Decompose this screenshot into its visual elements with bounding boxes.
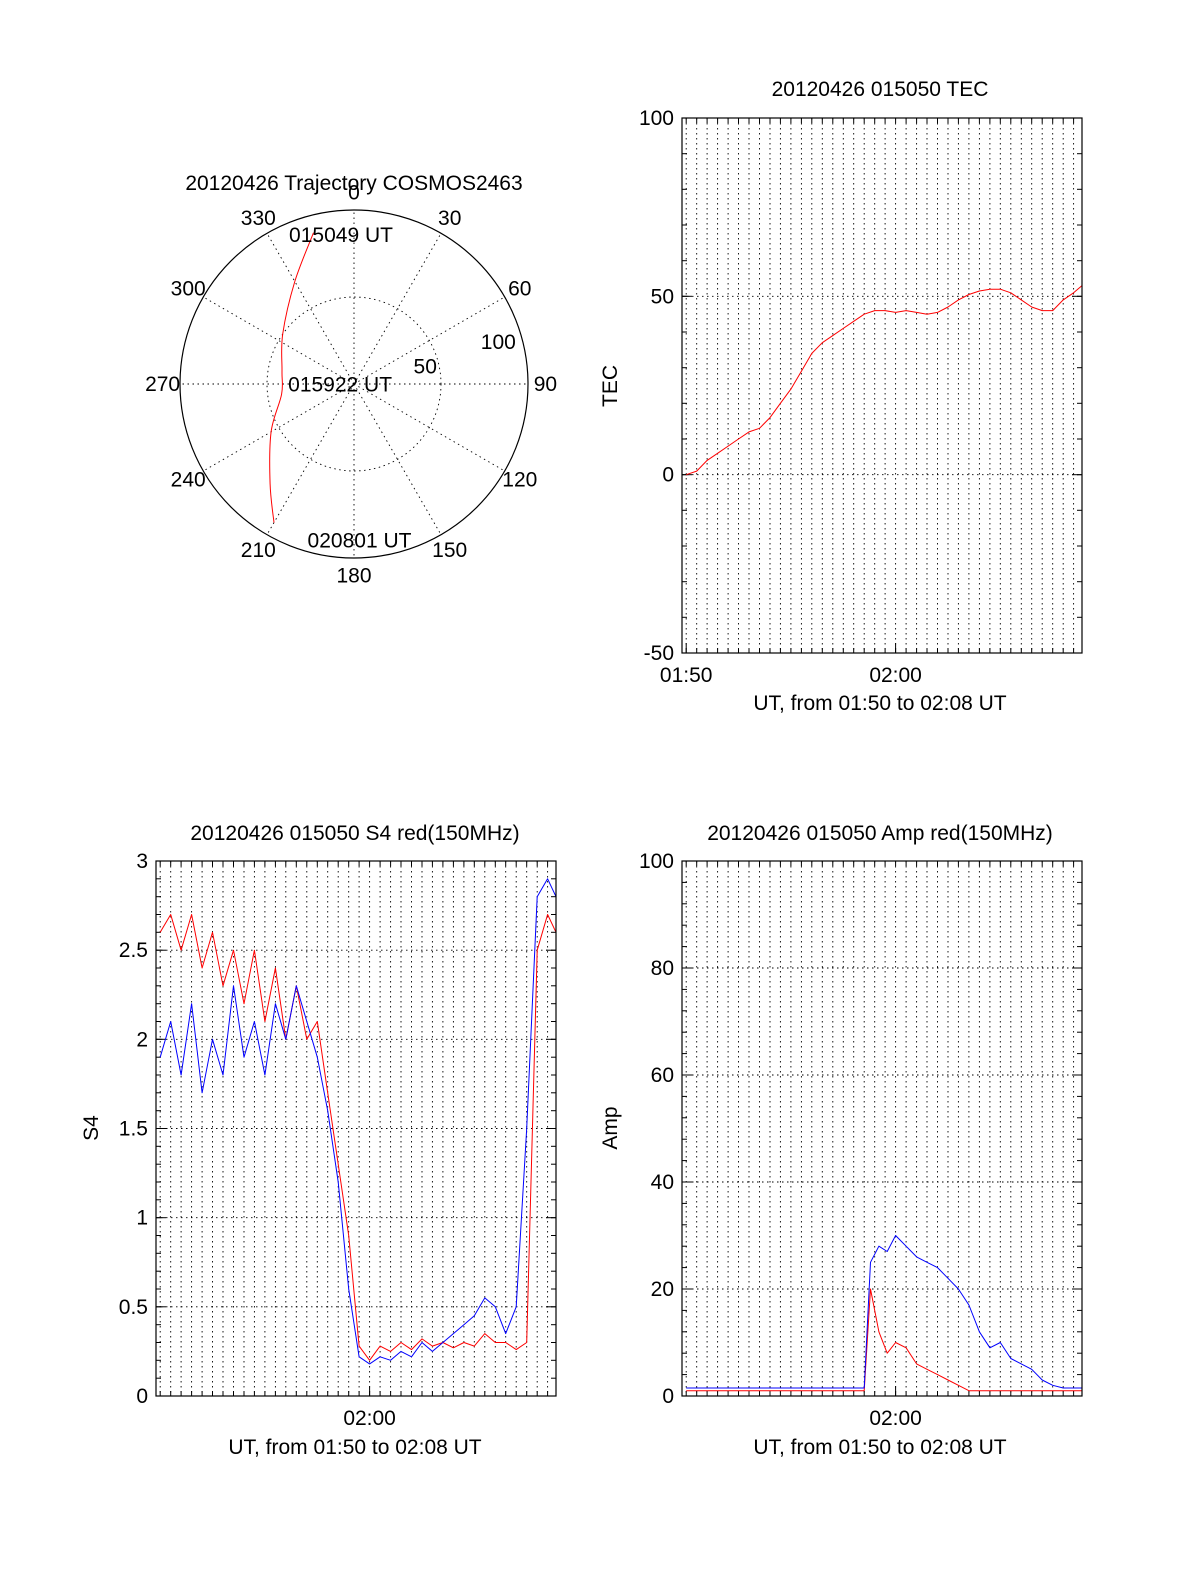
tec-x-axis-label: UT, from 01:50 to 02:08 UT [753, 692, 1006, 715]
polar-angle-label-270: 270 [145, 373, 180, 396]
y-tick-label: -50 [644, 642, 674, 665]
x-tick-label: 02:00 [343, 1407, 396, 1430]
series-line-red [686, 285, 1082, 476]
trajectory-time-label-1: 015922 UT [288, 374, 392, 397]
y-tick-label: 80 [651, 957, 674, 980]
trajectory-track-line [269, 232, 314, 523]
y-tick-label: 2.5 [119, 939, 148, 962]
polar-outer-circle [179, 209, 529, 559]
polar-angle-label-120: 120 [502, 469, 537, 492]
polar-angle-label-330: 330 [241, 207, 276, 230]
amp-chart: 20120426 015050 Amp red(150MHz) UT, from… [599, 822, 1083, 1459]
y-tick-label: 40 [651, 1171, 674, 1194]
polar-angle-label-0: 0 [348, 182, 360, 205]
polar-spoke-60 [353, 296, 505, 385]
polar-spoke-120 [353, 383, 505, 472]
plot-frame [155, 860, 557, 1397]
polar-spoke-330 [266, 233, 355, 385]
y-tick-label: 0 [662, 1385, 674, 1408]
polar-angle-label-150: 150 [432, 539, 467, 562]
tec-y-axis-label: TEC [599, 365, 622, 407]
x-tick-label: 02:00 [869, 664, 922, 687]
y-tick-label: 1.5 [119, 1118, 148, 1141]
amp-y-axis-label: Amp [599, 1106, 622, 1149]
series-line-blue [686, 1235, 1082, 1389]
s4-title: 20120426 015050 S4 red(150MHz) [190, 822, 519, 845]
polar-angle-label-90: 90 [534, 373, 557, 396]
polar-angle-label-60: 60 [508, 277, 531, 300]
trajectory-title: 20120426 Trajectory COSMOS2463 [185, 172, 522, 195]
amp-x-axis-label: UT, from 01:50 to 02:08 UT [753, 1436, 1006, 1459]
polar-ring-50 [266, 296, 442, 472]
s4-x-axis-label: UT, from 01:50 to 02:08 UT [228, 1436, 481, 1459]
polar-radial-label-50: 50 [414, 356, 437, 379]
polar-spoke-240 [203, 383, 355, 472]
tec-chart: 20120426 015050 TEC UT, from 01:50 to 02… [599, 78, 1083, 715]
trajectory-time-label-2: 020801 UT [308, 530, 412, 553]
polar-angle-label-210: 210 [241, 539, 276, 562]
tec-title: 20120426 015050 TEC [772, 78, 989, 101]
y-tick-label: 0 [136, 1385, 148, 1408]
y-tick-label: 0.5 [119, 1296, 148, 1319]
y-tick-label: 0 [662, 464, 674, 487]
s4-y-axis-label: S4 [80, 1115, 103, 1141]
y-tick-label: 1 [136, 1207, 148, 1230]
amp-title: 20120426 015050 Amp red(150MHz) [707, 822, 1053, 845]
s4-chart: 20120426 015050 S4 red(150MHz) UT, from … [80, 822, 557, 1459]
series-line-red [159, 914, 556, 1361]
polar-spoke-300 [203, 296, 355, 385]
polar-angle-label-180: 180 [336, 564, 371, 587]
x-tick-label: 02:00 [869, 1407, 922, 1430]
polar-angle-label-300: 300 [171, 277, 206, 300]
trajectory-time-label-0: 015049 UT [289, 224, 393, 247]
trajectory-polar-plot: 20120426 Trajectory COSMOS2463 0 30 60 90 12… [145, 172, 557, 587]
y-tick-label: 100 [639, 107, 674, 130]
polar-radial-label-100: 100 [481, 331, 516, 354]
polar-spoke-210 [266, 383, 355, 535]
series-line-blue [159, 878, 556, 1365]
polar-angle-label-240: 240 [171, 469, 206, 492]
plot-frame [681, 860, 1083, 1397]
plot-frame [681, 117, 1083, 654]
y-tick-label: 100 [639, 850, 674, 873]
y-tick-label: 50 [651, 285, 674, 308]
polar-spoke-30 [353, 233, 442, 385]
series-line-red [686, 1288, 1082, 1392]
y-tick-label: 2 [136, 1028, 148, 1051]
polar-angle-label-30: 30 [438, 207, 461, 230]
y-tick-label: 3 [136, 850, 148, 873]
x-tick-label: 01:50 [660, 664, 713, 687]
y-tick-label: 60 [651, 1064, 674, 1087]
y-tick-label: 20 [651, 1278, 674, 1301]
polar-spoke-150 [353, 383, 442, 535]
